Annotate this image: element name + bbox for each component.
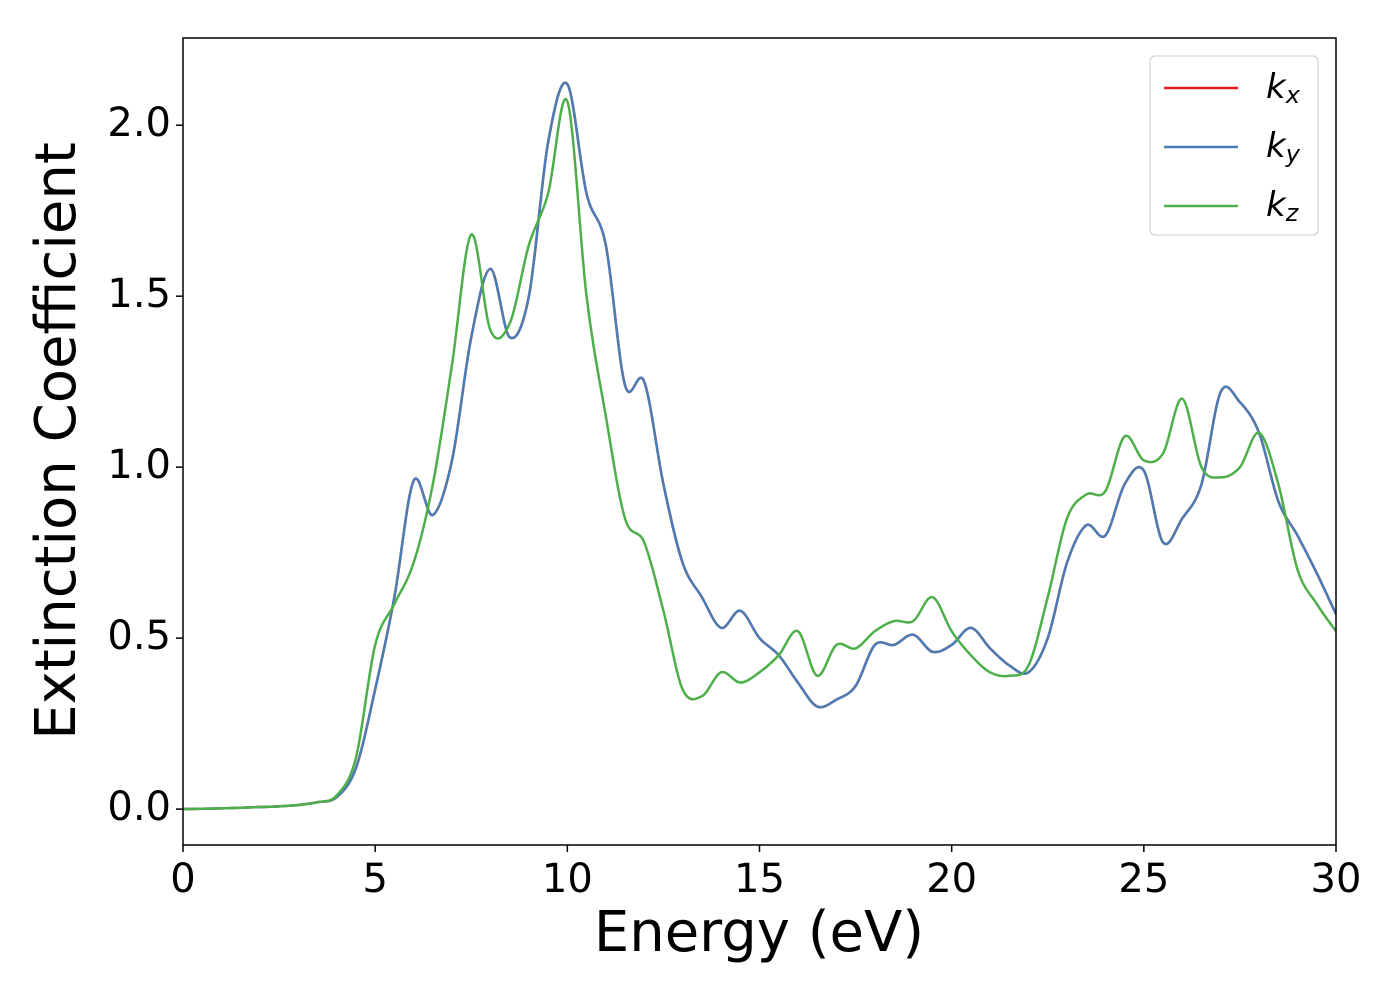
series-line (183, 81, 1336, 811)
legend-label: ky (1266, 126, 1301, 169)
series-line (183, 97, 1336, 811)
legend-box (1149, 55, 1319, 236)
y-tick-label: 0.0 (107, 784, 171, 830)
y-tick-label: 0.5 (107, 613, 171, 659)
x-tick-label: 0 (170, 856, 195, 902)
x-tick-label: 10 (542, 856, 593, 902)
y-tick-label: 1.0 (107, 442, 171, 488)
x-axis-label: Energy (eV) (594, 900, 924, 965)
x-tick-label: 15 (734, 856, 785, 902)
x-tick-label: 30 (1311, 856, 1362, 902)
legend: kx ky kz (1149, 55, 1319, 236)
x-tick-label: 25 (1118, 856, 1169, 902)
plot-frame (182, 37, 1337, 846)
y-axis-label: Extinction Coefficient (24, 142, 89, 740)
legend-label: kx (1266, 67, 1301, 110)
legend-label: kz (1266, 185, 1300, 228)
x-tick-label: 5 (362, 856, 387, 902)
y-tick-label: 2.0 (107, 100, 171, 146)
plot-lines (183, 81, 1336, 811)
x-tick-label: 20 (926, 856, 977, 902)
y-tick-label: 1.5 (107, 271, 171, 317)
